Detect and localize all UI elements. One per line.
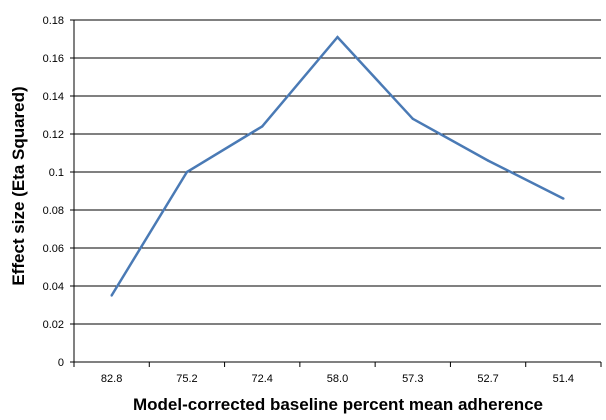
data-point bbox=[185, 170, 189, 174]
data-point bbox=[336, 35, 339, 39]
data-point bbox=[562, 197, 565, 200]
y-tick-label: 0.1 bbox=[49, 167, 64, 179]
data-point bbox=[261, 125, 264, 128]
y-tick-label: 0.14 bbox=[43, 91, 64, 103]
axes bbox=[70, 19, 602, 367]
x-tick-label: 51.4 bbox=[553, 373, 574, 385]
y-tick-label: 0.08 bbox=[43, 205, 64, 217]
x-tick-label: 82.8 bbox=[101, 373, 122, 385]
data-point bbox=[486, 159, 490, 162]
y-tick-label: 0 bbox=[58, 357, 64, 369]
y-tick-label: 0.06 bbox=[43, 243, 64, 255]
gridlines bbox=[74, 19, 601, 325]
x-axis-tick-labels: 82.8 75.2 72.4 58.0 57.3 52.7 51.4 bbox=[101, 373, 574, 385]
series-line bbox=[110, 35, 564, 297]
x-tick-label: 58.0 bbox=[327, 373, 348, 385]
data-point bbox=[110, 294, 113, 297]
x-tick-label: 57.3 bbox=[402, 373, 423, 385]
y-tick-label: 0.02 bbox=[43, 319, 64, 331]
y-axis-tick-labels: 0 0.02 0.04 0.06 0.08 0.1 0.12 0.14 0.16 0.18 bbox=[43, 15, 64, 369]
data-point bbox=[411, 117, 414, 121]
x-tick-label: 75.2 bbox=[176, 373, 197, 385]
x-axis-title: Model-corrected baseline percent mean ad… bbox=[133, 395, 543, 414]
y-tick-label: 0.12 bbox=[43, 129, 64, 141]
y-axis-title: Effect size (Eta Squared) bbox=[9, 86, 28, 285]
y-tick-label: 0.04 bbox=[43, 281, 64, 293]
y-tick-label: 0.18 bbox=[43, 15, 64, 27]
x-tick-label: 72.4 bbox=[252, 373, 273, 385]
series-layer bbox=[110, 35, 565, 297]
x-tick-label: 52.7 bbox=[477, 373, 498, 385]
y-tick-label: 0.16 bbox=[43, 53, 64, 65]
